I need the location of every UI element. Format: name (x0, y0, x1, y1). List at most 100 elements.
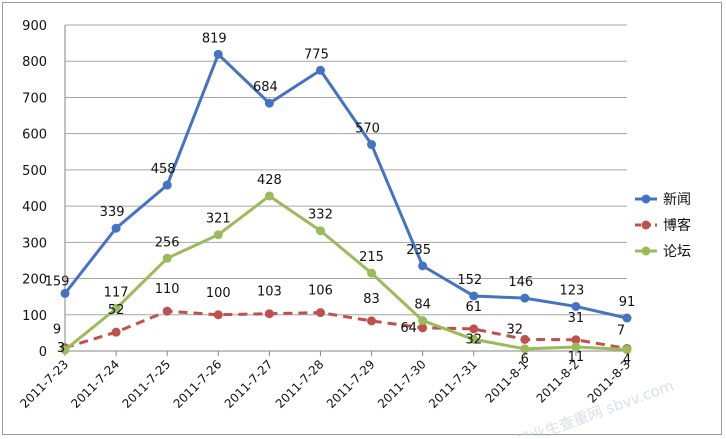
y-tick-label: 400 (22, 200, 47, 215)
x-tick-label: 2011-7-25 (119, 357, 173, 411)
data-label: 117 (104, 286, 129, 301)
y-tick-label: 300 (22, 236, 47, 251)
data-point (571, 301, 581, 311)
data-point (418, 316, 428, 326)
y-axis-ticks: 0 100 200 300 400 500 600 700 800 900 (22, 19, 47, 360)
data-label: 235 (406, 243, 431, 258)
data-label: 91 (619, 295, 636, 310)
data-label: 458 (151, 162, 176, 177)
data-label: 775 (304, 47, 329, 62)
data-point (367, 316, 377, 326)
data-label: 215 (359, 250, 384, 265)
data-point (469, 334, 479, 344)
data-labels: 159 339 458 819 684 775 570 235 152 146 123 91 9 52 11… (45, 31, 636, 367)
x-tick-label: 2011-7-24 (68, 357, 122, 411)
data-label: 339 (100, 205, 125, 220)
x-tick-label: 2011-7-27 (222, 357, 276, 411)
y-tick-label: 0 (39, 345, 47, 360)
y-tick-label: 900 (22, 19, 47, 34)
data-label: 83 (363, 292, 380, 307)
x-tick-label: 2011-7-31 (426, 357, 480, 411)
data-point (622, 345, 632, 355)
y-tick-label: 800 (22, 55, 47, 70)
data-label: 100 (206, 286, 231, 301)
series-line-2 (64, 194, 628, 352)
data-point (111, 327, 121, 337)
data-label: 64 (400, 321, 417, 336)
data-label: 103 (257, 285, 282, 300)
data-point (571, 342, 581, 352)
x-tick-label: 2011-7-28 (273, 357, 327, 411)
x-tick-label: 2011-7-23 (17, 357, 71, 411)
x-tick-label: 2011-7-26 (171, 357, 225, 411)
data-point (469, 291, 479, 301)
data-label: 11 (568, 350, 585, 365)
x-tick-label: 2011-7-29 (324, 357, 378, 411)
gridlines (65, 24, 627, 316)
data-point (520, 293, 530, 303)
data-label: 123 (559, 283, 584, 298)
data-label: 146 (508, 275, 533, 290)
data-label: 4 (623, 353, 631, 368)
data-label: 106 (308, 284, 333, 299)
data-point (111, 223, 121, 233)
data-point (162, 306, 172, 316)
legend-marker-0 (641, 194, 651, 204)
data-point (520, 334, 530, 344)
data-point (315, 65, 325, 75)
data-point (162, 180, 172, 190)
data-label: 6 (521, 352, 529, 367)
data-label: 31 (568, 311, 585, 326)
data-point (367, 140, 377, 150)
data-point (162, 253, 172, 263)
data-label: 110 (155, 282, 180, 297)
data-point (315, 226, 325, 236)
data-label: 152 (457, 273, 482, 288)
data-label: 428 (257, 173, 282, 188)
data-label: 61 (465, 300, 482, 315)
y-tick-label: 700 (22, 91, 47, 106)
data-label: 32 (465, 332, 482, 347)
data-label: 256 (155, 235, 180, 250)
data-point (60, 288, 70, 298)
data-point (213, 230, 223, 240)
axes (64, 25, 628, 356)
data-label: 32 (507, 322, 524, 337)
series-line-1 (64, 309, 628, 350)
y-tick-label: 600 (22, 128, 47, 143)
data-label: 321 (206, 212, 231, 227)
y-tick-label: 500 (22, 164, 47, 179)
data-label: 684 (253, 80, 278, 95)
series-line-0 (63, 52, 628, 320)
data-point (418, 323, 428, 333)
data-point (418, 261, 428, 271)
data-label: 332 (308, 208, 333, 223)
data-label: 52 (108, 303, 125, 318)
data-label: 9 (53, 323, 61, 338)
data-point (469, 324, 479, 334)
data-point (213, 310, 223, 320)
legend-marker-1 (641, 220, 651, 230)
data-point (111, 304, 121, 314)
data-label: 3 (57, 341, 65, 356)
legend-label-0: 新闻 (663, 192, 691, 208)
data-point (315, 308, 325, 318)
x-axis-ticks: 2011-7-232011-7-242011-7-252011-7-262011… (17, 357, 633, 411)
data-point (264, 98, 274, 108)
data-point (213, 49, 223, 59)
y-tick-label: 100 (22, 309, 47, 324)
data-label: 159 (45, 274, 70, 289)
y-tick-label: 200 (22, 273, 47, 288)
data-label: 570 (355, 122, 380, 137)
legend-marker-2 (641, 246, 651, 256)
data-point (264, 191, 274, 201)
data-point (520, 344, 530, 354)
x-tick-label: 2011-7-30 (375, 357, 429, 411)
data-label: 7 (617, 323, 625, 338)
data-label: 819 (202, 31, 227, 46)
data-point (571, 335, 581, 345)
legend-label-1: 博客 (663, 217, 691, 234)
series-lines (60, 49, 632, 355)
